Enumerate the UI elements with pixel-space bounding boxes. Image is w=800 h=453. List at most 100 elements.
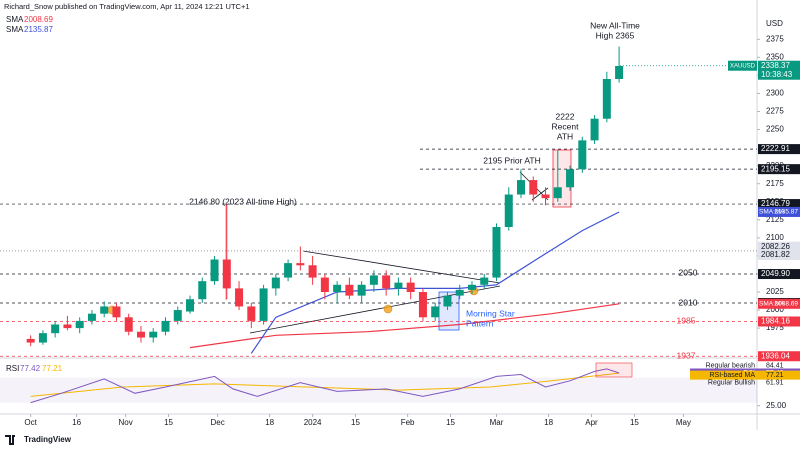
candle-body: [418, 292, 427, 318]
legend-value: 2135.87: [24, 25, 53, 34]
candle-body: [492, 227, 501, 278]
y-tick-label: 2125: [766, 215, 784, 224]
x-tick-label: Mar: [490, 418, 504, 427]
candle-body: [173, 310, 182, 321]
legend-name: SMA: [6, 15, 24, 24]
candle-body: [161, 320, 170, 332]
rsi-flag-name: RSI-based MA: [709, 372, 755, 379]
y-tick-label: 2175: [766, 179, 784, 188]
rsi-band: [0, 377, 757, 403]
candle-body: [578, 140, 587, 170]
x-tick-label: 15: [630, 418, 639, 427]
level-flag: [758, 241, 800, 252]
rsi-line: [30, 368, 620, 404]
candle-body: [210, 259, 219, 282]
y-tick-label: 2275: [766, 107, 784, 116]
level-label: 2081.82: [761, 250, 790, 259]
candle-body: [100, 306, 109, 314]
x-tick-label: Dec: [210, 418, 224, 427]
candle-body: [38, 333, 47, 343]
candle-body: [235, 288, 244, 307]
marker: [383, 304, 393, 314]
candle-body: [63, 324, 72, 329]
annotation: Pattern: [466, 318, 494, 328]
candle-body: [320, 277, 329, 293]
sma-flag-tag: SMA:MA: [759, 301, 785, 308]
candle-body: [541, 194, 550, 199]
level-flag: [758, 316, 800, 327]
annotation: 2010: [679, 297, 698, 307]
rsi-flag-name: Regular Bullish: [708, 380, 755, 387]
level-label: 2082.26: [761, 242, 790, 251]
candle-body: [186, 299, 195, 312]
price-flag: [758, 60, 800, 80]
brand-logo: [5, 435, 15, 445]
rsi-flag-value: 84.41: [766, 362, 784, 369]
y-tick-label: 2350: [766, 52, 784, 61]
rsi-legend-ma: 77.21: [42, 364, 63, 373]
candle-body: [247, 306, 256, 321]
sma-flag: [758, 298, 800, 309]
candle-body: [615, 65, 624, 79]
annotation: 2222: [556, 111, 575, 121]
trend-line: [302, 250, 501, 284]
sma-flag-value: 2008.69: [775, 301, 799, 308]
annotation: 1985: [677, 315, 696, 325]
symbol: XAUUSD: [730, 63, 756, 69]
rsi-legend-value: 77.42: [20, 364, 41, 373]
level-flag: [758, 199, 800, 210]
plot: 1975200020252050207521002125215021752200…: [0, 15, 800, 427]
candle-body: [443, 295, 452, 307]
candle-body: [394, 282, 403, 289]
level-label: 1936.04: [761, 351, 790, 360]
x-tick-label: 15: [164, 418, 173, 427]
x-tick-label: 15: [351, 418, 360, 427]
candle-body: [504, 194, 513, 228]
level-label: 1984.16: [761, 317, 790, 326]
rsi-box: [595, 362, 633, 378]
level-label: 2049.90: [761, 269, 790, 278]
candle-body: [566, 169, 575, 188]
candle-body: [431, 306, 440, 318]
rsi-flag-name: Regular bearish: [706, 362, 756, 369]
rsi-flag-value: 77.21: [766, 372, 784, 379]
x-tick-label: 2024: [304, 418, 322, 427]
last-price: 2338.37: [761, 61, 790, 70]
sma-flag-tag: SMA:MA: [759, 209, 785, 216]
candle-body: [149, 331, 158, 338]
annotation: ATH: [557, 131, 573, 141]
rsi-flag: [690, 370, 800, 380]
candle-body: [75, 320, 84, 329]
candle-body: [553, 187, 562, 199]
annotation: Morning Star: [466, 308, 515, 318]
candle-body: [308, 265, 317, 278]
y-tick-label: 2300: [766, 89, 784, 98]
annotation: 2050: [679, 267, 698, 277]
annotation: Recent: [552, 121, 580, 131]
annotation: 1937: [677, 350, 696, 360]
x-tick-label: Nov: [119, 418, 133, 427]
annotation: New All-Time: [590, 20, 640, 30]
level-label: 2146.79: [761, 199, 790, 208]
level-flag: [758, 164, 800, 175]
x-tick-label: 18: [265, 418, 274, 427]
x-tick-label: Oct: [24, 418, 37, 427]
rsi-ma-line: [30, 372, 620, 397]
sma-flag-value: 2135.87: [775, 209, 799, 216]
y-tick-label: 1975: [766, 323, 784, 332]
candle-body: [284, 263, 293, 278]
candle-body: [517, 180, 526, 195]
candle-body: [333, 284, 342, 293]
annotation: 2146.80 (2023 All-time High): [189, 196, 297, 206]
candle-body: [455, 289, 464, 296]
candle-body: [222, 259, 231, 289]
countdown: 10:38:43: [761, 70, 793, 79]
legend-value: 2008.69: [24, 15, 53, 24]
level-flag: [758, 269, 800, 280]
candle-body: [296, 263, 305, 266]
legend-name: SMA: [6, 25, 24, 34]
level-label: 2195.15: [761, 164, 790, 173]
y-tick-label: 2375: [766, 34, 784, 43]
